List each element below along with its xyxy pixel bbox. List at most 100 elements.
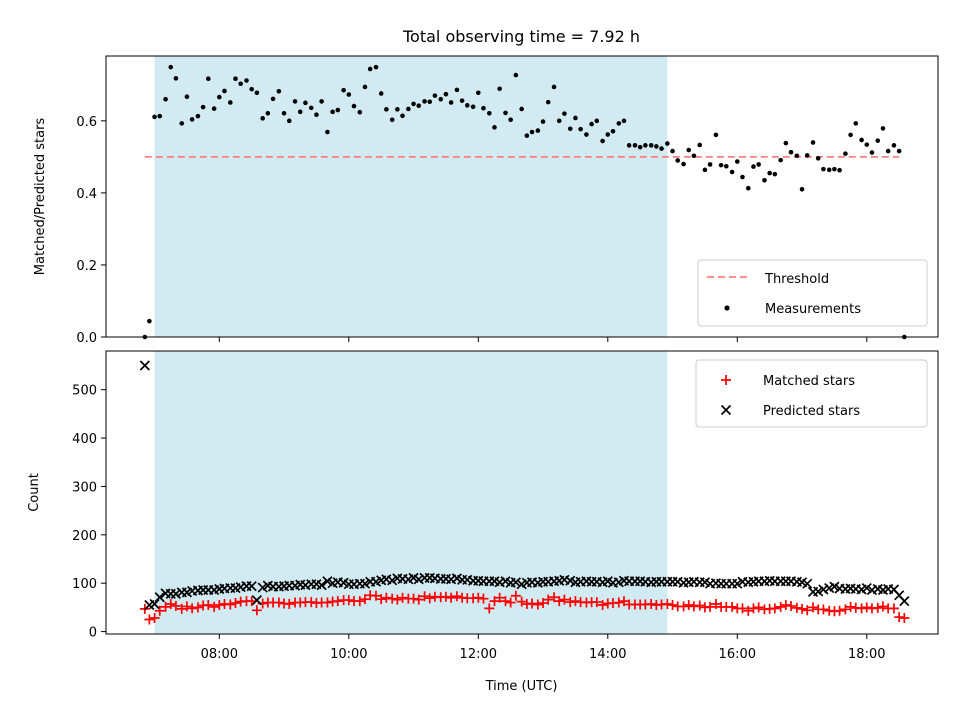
measurement-point	[222, 88, 227, 94]
matched-star-point	[419, 591, 430, 602]
measurement-point	[244, 78, 249, 83]
measurement-point	[751, 164, 756, 169]
matched-star-point	[818, 604, 829, 615]
ratio-y-tick-label: 0.6	[76, 115, 97, 130]
measurement-point	[589, 121, 594, 127]
measurement-point	[896, 148, 902, 154]
matched-star-point	[694, 600, 705, 611]
matched-star-point	[440, 591, 451, 602]
matched-star-point	[877, 601, 888, 612]
matched-star-point	[554, 596, 565, 607]
measurement-point	[238, 81, 243, 87]
legend-predicted-label: Predicted stars	[763, 404, 860, 419]
matched-star-point	[549, 592, 560, 603]
predicted-star-point	[899, 596, 910, 607]
measurement-point	[200, 104, 206, 110]
matched-star-point	[192, 602, 203, 613]
measurement-point	[772, 171, 778, 177]
measurement-point	[325, 129, 330, 135]
matched-star-point	[683, 599, 694, 610]
measurement-point	[330, 109, 335, 115]
matched-star-point	[538, 598, 549, 609]
matched-stars-points	[139, 590, 910, 625]
matched-star-point	[591, 597, 602, 608]
matched-star-point	[834, 605, 845, 616]
matched-star-point	[170, 600, 181, 611]
measurement-point	[594, 118, 600, 124]
measurement-point	[508, 117, 513, 123]
matched-star-point	[678, 601, 689, 612]
matched-star-point	[845, 601, 856, 612]
measurement-point	[626, 143, 632, 148]
measurement-point	[265, 110, 271, 116]
measurement-point	[826, 167, 832, 173]
measurement-point	[610, 128, 616, 134]
legend-matched-label: Matched stars	[763, 374, 855, 389]
measurement-point	[319, 99, 324, 104]
measurement-point	[179, 121, 185, 126]
measurement-point	[378, 91, 384, 96]
matched-star-point	[705, 601, 716, 612]
matched-star-point	[646, 599, 657, 610]
measurement-point	[497, 86, 502, 92]
matched-star-point	[500, 596, 511, 607]
measurement-point	[756, 162, 761, 167]
matched-star-point	[737, 603, 748, 614]
matched-star-point	[376, 594, 387, 605]
matched-star-point	[753, 602, 764, 613]
count-panel-frame	[105, 350, 939, 635]
count-y-tick-label: 500	[72, 384, 97, 399]
measurement-point	[351, 103, 357, 109]
measurement-point	[147, 318, 152, 324]
measurement-point	[562, 111, 567, 116]
measurement-point	[810, 140, 816, 145]
measurement-point	[314, 112, 319, 118]
matched-star-point	[408, 593, 419, 604]
matched-star-point	[359, 594, 370, 605]
measurement-point	[778, 157, 783, 163]
measurement-point	[686, 147, 692, 153]
matched-star-point	[214, 599, 225, 610]
measurement-point	[799, 186, 805, 192]
matched-star-point	[727, 601, 738, 612]
measurement-point	[584, 132, 589, 137]
count-legend: Matched stars Predicted stars	[695, 359, 928, 428]
measurement-point	[837, 167, 842, 173]
measurement-point	[691, 153, 697, 159]
matched-star-point	[387, 593, 398, 604]
ratio-legend: Threshold Measurements	[697, 259, 928, 327]
measurement-point	[189, 117, 195, 122]
matched-star-point	[791, 602, 802, 613]
legend-measurements-swatch	[724, 305, 730, 311]
measurement-point	[254, 90, 260, 96]
measurement-point	[416, 103, 422, 109]
measurement-point	[729, 169, 735, 175]
measurement-point	[286, 118, 292, 124]
matched-star-point	[306, 597, 317, 608]
measurement-point	[184, 94, 190, 100]
measurement-point	[163, 96, 168, 102]
ratio-y-tick-label: 0.4	[76, 187, 97, 202]
matched-star-point	[149, 613, 160, 624]
measurement-point	[270, 96, 276, 102]
matched-star-point	[780, 599, 791, 610]
measurement-point	[513, 72, 519, 78]
matched-star-point	[808, 602, 819, 613]
matched-star-point	[532, 599, 543, 610]
x-tick-label: 10:00	[330, 647, 367, 662]
measurement-point	[681, 161, 686, 167]
measurement-point	[481, 105, 486, 111]
predicted-star-point	[510, 577, 521, 588]
measurement-point	[292, 99, 298, 104]
measurement-point	[740, 174, 745, 180]
measurement-point	[384, 107, 389, 112]
matched-star-point	[527, 598, 538, 609]
matched-star-point	[543, 594, 554, 605]
measurement-point	[168, 64, 174, 70]
measurement-point	[697, 142, 703, 148]
matched-star-point	[446, 592, 457, 603]
matched-star-point	[187, 603, 198, 614]
ratio-y-axis: 0.0 0.2 0.4 0.6	[76, 115, 106, 346]
count-panel: 0 100 200 300 400 500 08:00 10:00 12:00 14:00 16:…	[27, 350, 939, 694]
x-tick-label: 08:00	[201, 647, 238, 662]
